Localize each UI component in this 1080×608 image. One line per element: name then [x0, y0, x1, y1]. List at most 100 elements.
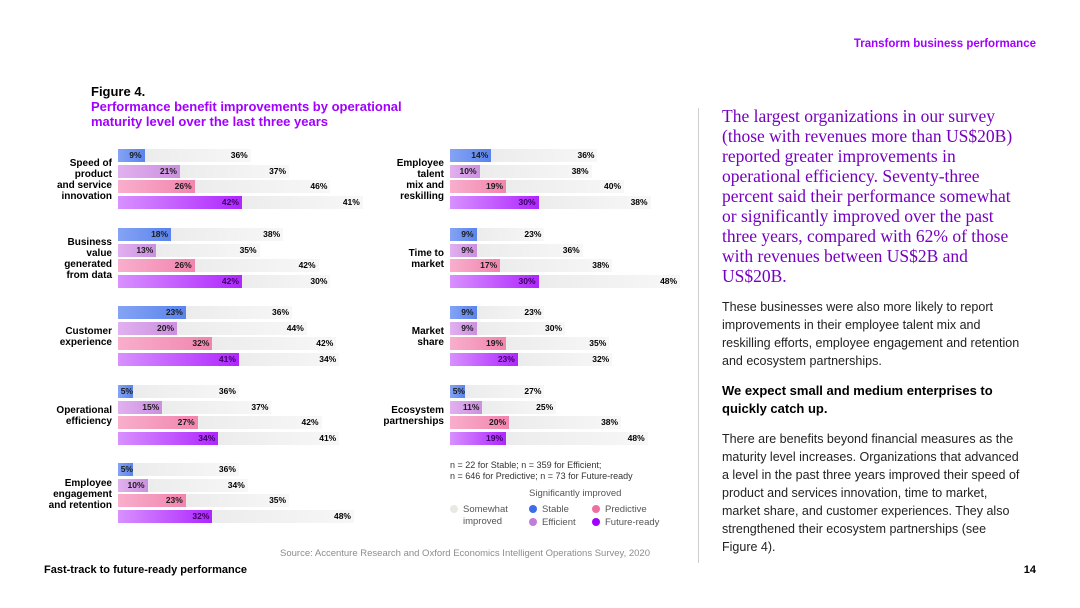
- somewhat-value-label: 46%: [310, 181, 328, 192]
- significant-bar-predictive: [118, 494, 186, 508]
- category-label-line: engagement: [53, 488, 112, 500]
- category-label-line: efficiency: [65, 416, 112, 427]
- body-text: The largest organizations in our survey …: [722, 106, 1022, 568]
- bar-row-stable: 36% 14%: [450, 149, 598, 162]
- somewhat-bar: [212, 509, 354, 523]
- category-label-line: mix and: [406, 180, 444, 191]
- legend-future-ready: Future-ready: [592, 517, 659, 528]
- somewhat-value-label: 36%: [218, 464, 236, 474]
- significant-value-label: 23%: [497, 353, 515, 364]
- legend-stable: Stable: [529, 504, 569, 515]
- significant-value-label: 11%: [462, 401, 480, 412]
- sample-note-line-2: n = 646 for Predictive; n = 73 for Futur…: [450, 471, 633, 481]
- category-label: Business value generated from data: [12, 229, 112, 289]
- somewhat-value-label: 42%: [301, 417, 319, 428]
- somewhat-bar: [177, 321, 307, 335]
- significant-value-label: 9%: [461, 307, 474, 317]
- page-number: 14: [1023, 564, 1036, 576]
- bar-row-future-ready: 34% 41%: [118, 352, 340, 366]
- category-label: Employee engagement and retention: [12, 464, 112, 524]
- bar-row-stable: 36% 5%: [118, 463, 239, 476]
- significant-bar-future-ready: [118, 509, 213, 523]
- category-label: Operational efficiency: [12, 386, 112, 446]
- significant-value-label: 30%: [518, 275, 536, 286]
- somewhat-bar: [162, 400, 272, 414]
- significant-bar-predictive: [450, 416, 509, 430]
- bar-row-predictive: 42% 27%: [118, 416, 322, 430]
- category-label-line: Ecosystem: [391, 405, 444, 416]
- bar-row-stable: 23% 9%: [450, 306, 545, 319]
- somewhat-value-label: 35%: [239, 244, 257, 255]
- bar-row-efficient: 34% 10%: [118, 478, 248, 492]
- significant-value-label: 42%: [221, 196, 239, 207]
- category-label-line: market: [411, 259, 444, 270]
- legend-somewhat-line2: improved: [463, 516, 503, 527]
- body-paragraph-1: These businesses were also more likely t…: [722, 300, 1020, 368]
- significant-bar-predictive: [450, 180, 507, 194]
- figure-label: Figure 4.: [91, 84, 146, 99]
- somewhat-value-label: 36%: [577, 150, 595, 160]
- bar-row-stable: 38% 18%: [118, 228, 284, 241]
- somewhat-value-label: 38%: [592, 260, 610, 271]
- significant-value-label: 15%: [142, 401, 160, 412]
- category-label-line: value: [86, 248, 112, 259]
- somewhat-bar: [476, 228, 545, 241]
- significant-bar-future-ready: [118, 195, 242, 209]
- somewhat-bar: [212, 337, 337, 351]
- significant-value-label: 34%: [198, 432, 216, 443]
- significant-value-label: 5%: [120, 464, 133, 474]
- somewhat-value-label: 48%: [660, 275, 678, 286]
- bar-row-predictive: 40% 19%: [450, 180, 625, 194]
- bar-row-future-ready: 41% 34%: [118, 431, 340, 445]
- somewhat-value-label: 32%: [592, 353, 610, 364]
- somewhat-value-label: 25%: [536, 401, 554, 412]
- bar-row-future-ready: 48% 32%: [118, 509, 354, 523]
- somewhat-value-label: 36%: [562, 244, 580, 255]
- significant-value-label: 20%: [488, 417, 506, 428]
- somewhat-bar: [509, 416, 622, 430]
- significant-value-label: 19%: [486, 432, 504, 443]
- significant-value-label: 21%: [159, 165, 177, 176]
- significant-value-label: 14%: [471, 150, 489, 160]
- significant-bar-future-ready: [118, 352, 239, 366]
- legend-somewhat-line1: Somewhat: [463, 504, 508, 515]
- significant-bar-stable: [450, 306, 477, 319]
- bar-row-future-ready: 41% 42%: [118, 195, 363, 209]
- category-label-line: innovation: [61, 191, 112, 202]
- category-label-line: reskilling: [400, 191, 444, 202]
- somewhat-bar: [185, 494, 290, 508]
- significant-value-label: 23%: [165, 495, 183, 506]
- bar-row-stable: 23% 9%: [450, 228, 545, 241]
- somewhat-value-label: 35%: [589, 338, 607, 349]
- somewhat-value-label: 40%: [604, 181, 622, 192]
- category-label-line: Operational: [56, 405, 112, 416]
- category-label-line: Business: [67, 237, 112, 248]
- somewhat-bar: [479, 164, 592, 178]
- significant-bar-efficient: [118, 243, 157, 257]
- significant-bar-future-ready: [118, 274, 242, 288]
- bar-row-predictive: 35% 23%: [118, 494, 290, 508]
- significant-value-label: 5%: [120, 386, 133, 396]
- figure-source: Source: Accenture Research and Oxford Ec…: [280, 548, 650, 559]
- somewhat-value-label: 36%: [230, 150, 248, 160]
- significant-value-label: 26%: [174, 260, 192, 271]
- significant-value-label: 19%: [486, 338, 504, 349]
- somewhat-value-label: 38%: [263, 229, 281, 239]
- somewhat-value-label: 37%: [269, 165, 287, 176]
- section-header: Transform business performance: [853, 38, 1036, 50]
- significant-bar-predictive: [118, 259, 195, 273]
- somewhat-bar: [538, 195, 651, 209]
- somewhat-value-label: 48%: [627, 432, 645, 443]
- footer-title: Fast-track to future-ready performance: [44, 564, 247, 576]
- bar-row-stable: 27% 5%: [450, 385, 545, 398]
- somewhat-bar: [476, 306, 545, 319]
- somewhat-bar: [132, 385, 239, 398]
- somewhat-value-label: 34%: [319, 353, 337, 364]
- category-label-line: and retention: [48, 499, 112, 511]
- somewhat-value-label: 23%: [524, 229, 542, 239]
- somewhat-value-label: 42%: [298, 260, 316, 271]
- somewhat-bar: [132, 463, 239, 476]
- category-label: Speed of product and service innovation: [12, 150, 112, 210]
- significant-bar-stable: [450, 228, 477, 241]
- bar-row-efficient: 36% 9%: [450, 243, 583, 257]
